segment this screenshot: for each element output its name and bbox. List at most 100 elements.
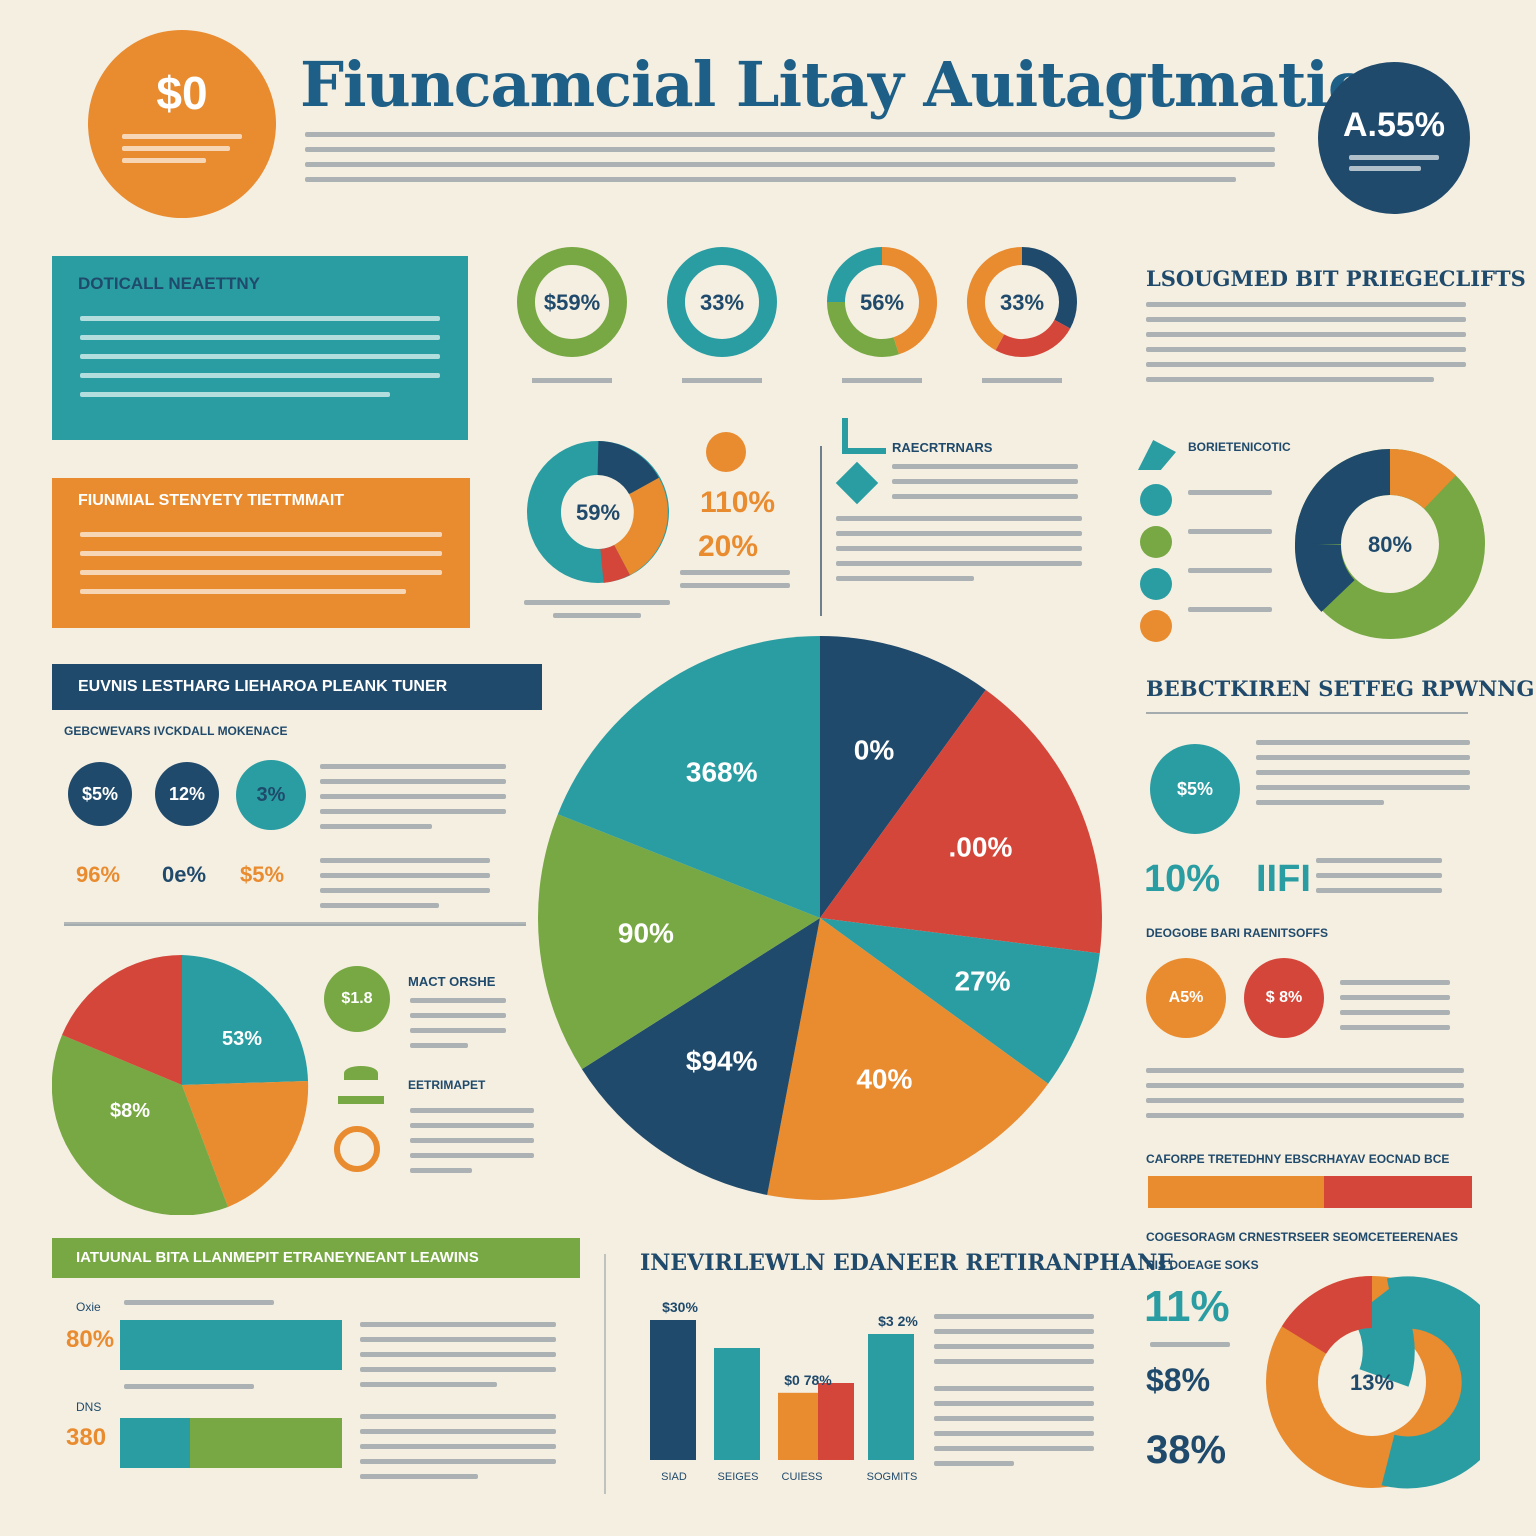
badge-caption-lines (122, 133, 242, 163)
bottom-left-text-2 (360, 1414, 556, 1479)
green-panel: IATUUNAL BITA LLANMEPIT ETRANEYNEANT LEA… (52, 1238, 580, 1278)
pie-slice (767, 918, 1049, 1200)
stacked-bar (1148, 1176, 1472, 1208)
middle-donut: 59% (527, 441, 669, 583)
teal-bar (120, 1320, 342, 1370)
bar (650, 1320, 696, 1460)
left-figure: $5% (240, 862, 285, 887)
bar-chart-title: INEVIRLEWLN EDANEER RETIRANPHANE (640, 1250, 1174, 1276)
pie-label: $94% (686, 1046, 758, 1077)
bar-category-label: SOGMITS (867, 1471, 918, 1483)
divider (64, 924, 526, 926)
right-bottom-donut-label: 13% (1350, 1370, 1394, 1395)
bar-figure: 380 (66, 1424, 107, 1451)
legend-dot (1140, 484, 1172, 516)
middle-donut-label: 59% (576, 500, 620, 525)
navy-panel: EUVNIS LESTHARG LIEHAROA PLEANK TUNER (52, 664, 542, 710)
right-mid-title: BEBCTKIREN SETFEG RPWNNG (1146, 676, 1535, 701)
bar (778, 1392, 824, 1460)
right-bottom-bar-caption: CAFORPE TRETEDHNY EBSCRHAYAV EOCNAD BCE (1146, 1152, 1450, 1166)
stat-circle: 12% (155, 762, 219, 826)
teal-panel: DOTICALL NEAETTNY (52, 256, 468, 440)
right-mid-stat: IIFI (1256, 858, 1311, 900)
orange-panel: FIUNMIAL STENYETY TIETTMMAIT (52, 478, 470, 628)
right-mid-circle-small: A5% (1146, 958, 1226, 1038)
donut-label: 33% (700, 290, 744, 315)
middle-right-title: RAECRTRNARS (892, 440, 993, 455)
big-pie: 0% .00% 27% 40% $94% 90% 368% (538, 636, 1102, 1200)
flag-icon (1138, 440, 1176, 470)
donut-caption (532, 378, 612, 383)
intro-text (305, 132, 1275, 182)
right-bottom-title: COGESORAGM CRNESTRSEER SEOMCETEERENAES (1146, 1230, 1459, 1244)
pie-slice (820, 636, 986, 918)
donut-caption (982, 378, 1062, 383)
vertical-divider (604, 1254, 606, 1494)
connector-line (820, 446, 822, 616)
donut-label: 56% (860, 290, 904, 315)
diamond-icon (835, 461, 879, 505)
donut-segment (827, 301, 899, 357)
bar-chart-text-2 (934, 1386, 1094, 1466)
legend-dot (1140, 568, 1172, 600)
bar-chart-text (934, 1314, 1094, 1364)
teal-bar-short (120, 1418, 192, 1468)
bar-figure: 80% (66, 1326, 115, 1353)
right-mid-circle: $5% (1150, 744, 1240, 834)
right-bottom-stat: $8% (1146, 1362, 1211, 1398)
middle-stat: 20% (698, 530, 759, 563)
right-top-donut-label: 80% (1368, 532, 1412, 557)
middle-donut-caption (524, 600, 670, 618)
pie-slice (820, 689, 1102, 954)
left-stats-subtitle: GEBCWEVARS IVCKDALL MOKENACE (64, 724, 288, 738)
left-figure: 0e% (162, 862, 207, 887)
pie-label: 27% (955, 965, 1011, 996)
left-stats-text (320, 764, 506, 829)
left-pie-label: $8% (110, 1100, 150, 1122)
right-bottom-stat: 38% (1146, 1428, 1227, 1472)
donut-segment (881, 247, 937, 355)
donut-ring (517, 247, 627, 357)
side-text (410, 998, 506, 1048)
bar (818, 1383, 854, 1460)
right-bottom-donut: 13% (1266, 1276, 1480, 1489)
side-title-2: EETRIMAPET (408, 1078, 486, 1092)
donut-segment (967, 247, 1023, 351)
navy-panel-title: EUVNIS LESTHARG LIEHAROA PLEANK TUNER (78, 678, 448, 695)
pie-label: .00% (949, 832, 1013, 863)
left-pie: 53% $8% (52, 955, 309, 1215)
bar (714, 1348, 760, 1460)
donut-caption (842, 378, 922, 383)
donut-label: 33% (1000, 290, 1044, 315)
left-stats-text-2 (320, 858, 490, 908)
bar-label: Oxie (76, 1300, 101, 1314)
pie-label: 0% (854, 735, 895, 766)
left-stat-circles: $5% 12% 3% (68, 760, 308, 832)
pie-label: 40% (856, 1064, 912, 1095)
donut-segment (827, 247, 883, 303)
middle-stat-caption (680, 570, 790, 588)
right-top-text (1146, 302, 1466, 382)
stat-badge-value: A.55% (1342, 105, 1446, 144)
green-badge: $1.8 (324, 966, 390, 1032)
right-top-title: LSOUGMED BIT PRIEGECLIFTS (1146, 266, 1526, 291)
bar-chart: $30% SIAD SEIGES $0 78% CUIESS $3 2% SOGMITS (650, 1300, 918, 1483)
green-bar (190, 1418, 342, 1468)
side-text-2 (410, 1108, 534, 1173)
bank-icon (338, 1066, 384, 1106)
bar-category-label: CUIESS (782, 1471, 823, 1483)
right-bottom-text (1150, 1342, 1230, 1347)
donut-row: $59% 33% 56% 33% (517, 247, 1077, 383)
stacked-bar-orange (1148, 1176, 1324, 1208)
right-mid-text-3 (1340, 980, 1450, 1030)
dollar-icon: $0 (156, 66, 208, 119)
middle-stat: 110% (700, 486, 776, 519)
donut-caption (682, 378, 762, 383)
pie-slice (538, 814, 820, 1070)
orange-panel-title: FIUNMIAL STENYETY TIETTMMAIT (78, 492, 345, 509)
legend-dot (1140, 610, 1172, 642)
arrow-line (64, 922, 526, 924)
left-figure: 96% (76, 862, 121, 887)
green-panel-title: IATUUNAL BITA LLANMEPIT ETRANEYNEANT LEA… (76, 1249, 479, 1266)
pie-label: 90% (618, 917, 674, 948)
